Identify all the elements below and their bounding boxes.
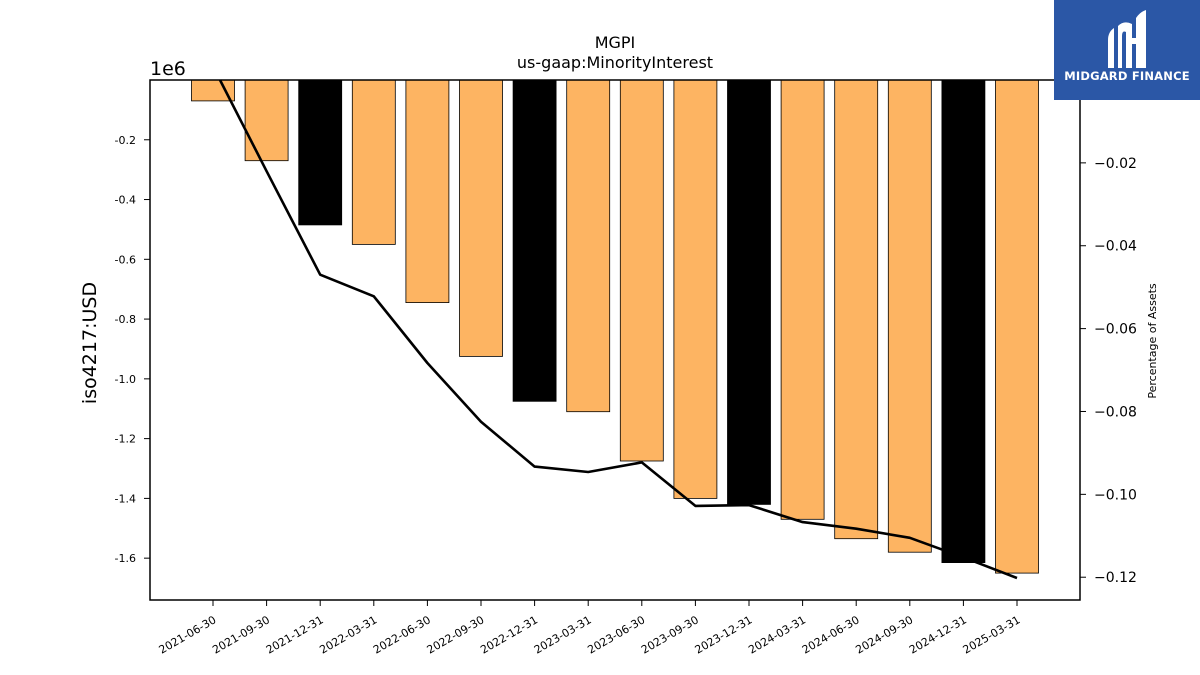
y-axis-ticks: -0.2 -0.4 -0.6 -0.8 -1.0 -1.2 -1.4 -1.6: [115, 134, 150, 565]
y2-tick-label: −0.10: [1094, 487, 1137, 503]
bar-2024-03-31: [780, 79, 825, 520]
x-tick-label: 2024-12-31: [907, 613, 969, 656]
bar-2023-09-30: [673, 79, 718, 499]
y2-tick-label: −0.08: [1094, 404, 1137, 420]
chart-title: MGPI: [595, 33, 636, 52]
y-tick-label: -1.2: [115, 433, 136, 446]
bar-2025-03-31: [995, 79, 1039, 574]
x-tick-label: 2023-06-30: [585, 613, 647, 656]
y-tick-label: -1.6: [115, 552, 136, 565]
x-tick-label: 2024-06-30: [800, 613, 862, 656]
x-tick-label: 2021-09-30: [210, 613, 272, 656]
bar-2024-09-30: [887, 79, 932, 553]
x-tick-label: 2022-06-30: [371, 613, 433, 656]
percentage-line-layer: [218, 79, 1018, 580]
bar-2023-03-31: [566, 79, 611, 413]
x-axis-ticks: 2021-06-302021-09-302021-12-312022-03-31…: [157, 600, 1023, 657]
x-tick-label: 2023-12-31: [693, 613, 755, 656]
y2-tick-label: −0.06: [1094, 322, 1137, 338]
midgard-logo-icon: [1108, 10, 1146, 68]
x-tick-label: 2023-09-30: [639, 613, 701, 656]
percentage-line: [218, 79, 1018, 580]
bar-2022-12-31: [512, 79, 557, 402]
y-tick-label: -0.2: [115, 134, 136, 147]
y-axis-offset-label: 1e6: [150, 58, 186, 80]
x-tick-label: 2022-09-30: [425, 613, 487, 656]
x-tick-label: 2022-03-31: [317, 613, 379, 656]
x-tick-label: 2024-09-30: [853, 613, 915, 656]
y2-tick-label: −0.04: [1094, 239, 1137, 255]
y2-axis-label: Percentage of Assets: [1146, 283, 1159, 399]
bar-2024-06-30: [834, 79, 879, 540]
bars: [191, 79, 1039, 574]
y-tick-label: -0.8: [115, 313, 136, 326]
x-tick-label: 2021-06-30: [157, 613, 219, 656]
y-tick-label: -1.0: [115, 373, 136, 386]
bar-2022-09-30: [459, 79, 503, 357]
y-axis-label: iso4217:USD: [79, 282, 101, 404]
x-tick-label: 2023-03-31: [532, 613, 594, 656]
x-tick-label: 2025-03-31: [961, 613, 1023, 656]
chart-subtitle: us-gaap:MinorityInterest: [517, 53, 713, 72]
plot-frame: [149, 79, 1081, 601]
logo-text: MIDGARD FINANCE: [1064, 69, 1190, 83]
y2-axis-ticks: −0.02 −0.04 −0.06 −0.08 −0.10 −0.12: [1080, 156, 1137, 586]
x-tick-label: 2021-12-31: [264, 613, 326, 656]
y2-tick-label: −0.12: [1094, 570, 1137, 586]
y-tick-label: -1.4: [115, 492, 136, 505]
bar-2021-09-30: [244, 79, 289, 162]
bar-2021-12-31: [298, 79, 343, 226]
x-tick-label: 2024-03-31: [746, 613, 808, 656]
x-tick-label: 2022-12-31: [478, 613, 540, 656]
bar-2022-06-30: [405, 79, 450, 304]
bar-2023-06-30: [619, 79, 664, 462]
y-tick-label: -0.6: [115, 253, 136, 266]
company-logo: MIDGARD FINANCE: [1054, 0, 1200, 100]
bar-2024-12-31: [941, 79, 986, 564]
bar-2022-03-31: [351, 79, 396, 245]
y-tick-label: -0.4: [115, 194, 136, 207]
bar-2023-12-31: [727, 79, 771, 505]
y2-tick-label: −0.02: [1094, 156, 1137, 172]
